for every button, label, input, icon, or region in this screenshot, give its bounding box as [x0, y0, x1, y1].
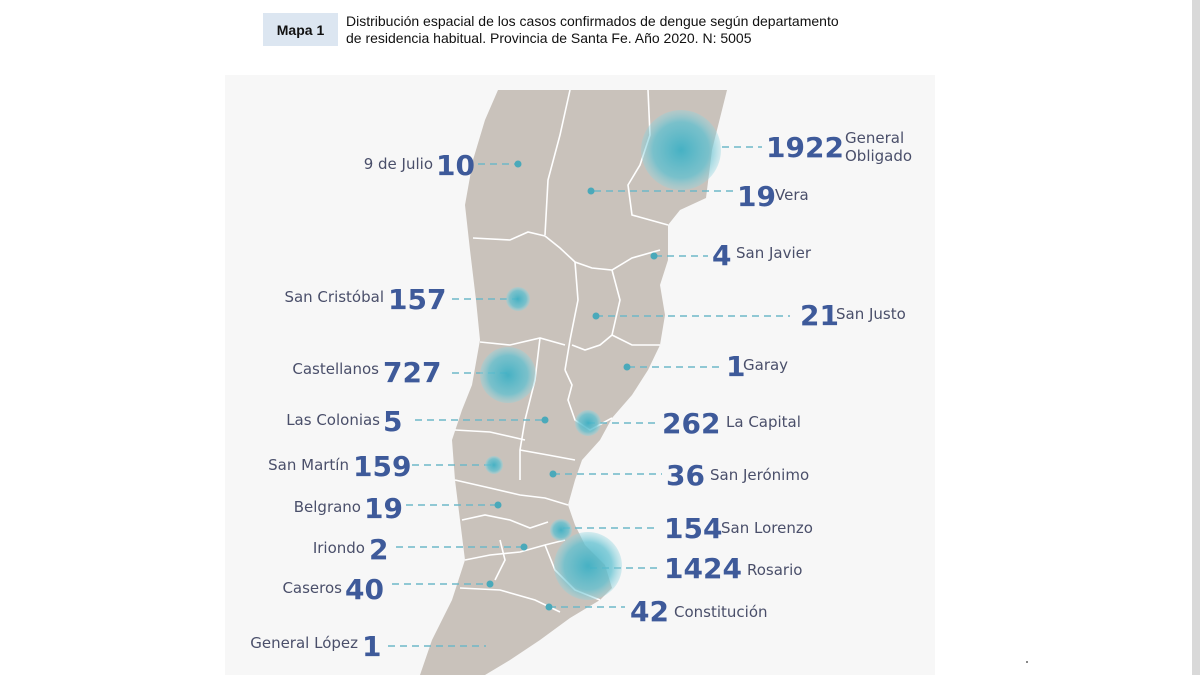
cases-caseros: 40 — [345, 573, 384, 606]
name-la-capital: La Capital — [726, 413, 801, 431]
map-caption: Distribución espacial de los casos confi… — [346, 13, 906, 47]
dot-iriondo — [520, 543, 528, 551]
dot-san-justo — [592, 312, 600, 320]
case-markers — [480, 110, 721, 611]
name-general-lopez: General López — [250, 634, 358, 652]
dot-belgrano — [494, 501, 502, 509]
name-san-cristobal: San Cristóbal — [284, 288, 384, 306]
bubble-general-obligado — [641, 110, 721, 190]
name-rosario: Rosario — [747, 561, 802, 579]
name-9-de-julio: 9 de Julio — [364, 155, 433, 173]
name-vera: Vera — [775, 186, 809, 204]
dot-garay — [623, 363, 631, 371]
name-castellanos: Castellanos — [292, 360, 379, 378]
leader-lines — [388, 146, 790, 647]
dot-las-colonias — [541, 416, 549, 424]
cases-san-jeronimo: 36 — [666, 459, 705, 492]
name-san-martin: San Martín — [268, 456, 349, 474]
name-san-jeronimo: San Jerónimo — [710, 466, 809, 484]
map-caption-line-1: Distribución espacial de los casos confi… — [346, 13, 839, 29]
map-caption-line-2: de residencia habitual. Provincia de San… — [346, 30, 752, 46]
name-constitucion: Constitución — [674, 603, 768, 621]
department-borders — [454, 89, 669, 613]
bubble-san-cristobal — [506, 287, 530, 311]
name-san-justo: San Justo — [836, 305, 906, 323]
cases-san-cristobal: 157 — [388, 283, 446, 316]
name-garay: Garay — [743, 356, 788, 374]
province-shape — [420, 90, 727, 675]
dot-san-javier — [650, 252, 658, 260]
bubble-la-capital — [575, 410, 601, 436]
cases-general-lopez: 1 — [362, 630, 381, 663]
cases-belgrano: 19 — [364, 492, 403, 525]
bubble-san-martin — [485, 456, 503, 474]
cases-garay: 1 — [726, 350, 745, 383]
cases-la-capital: 262 — [662, 407, 720, 440]
page-right-border — [1192, 0, 1200, 675]
cases-vera: 19 — [737, 180, 776, 213]
cases-san-martin: 159 — [353, 450, 411, 483]
corner-mark — [1026, 661, 1028, 663]
bubble-san-lorenzo — [550, 519, 572, 541]
dot-san-jeronimo — [549, 470, 557, 478]
cases-castellanos: 727 — [383, 356, 441, 389]
dot-caseros — [486, 580, 494, 588]
name-las-colonias: Las Colonias — [286, 411, 380, 429]
name-general-obligado-line2: Obligado — [845, 147, 912, 165]
dot-constitucion — [545, 603, 553, 611]
map-number-badge: Mapa 1 — [263, 13, 338, 46]
name-san-javier: San Javier — [736, 244, 812, 262]
name-san-lorenzo: San Lorenzo — [721, 519, 813, 537]
cases-general-obligado: 1922 — [766, 131, 844, 164]
dot-vera — [587, 187, 595, 195]
name-general-obligado-line1: General — [845, 129, 904, 147]
bubble-castellanos — [480, 347, 536, 403]
cases-constitucion: 42 — [630, 595, 669, 628]
cases-las-colonias: 5 — [383, 405, 402, 438]
cases-san-lorenzo: 154 — [664, 512, 722, 545]
bubble-rosario — [554, 532, 622, 600]
cases-san-javier: 4 — [712, 239, 731, 272]
name-belgrano: Belgrano — [294, 498, 361, 516]
cases-iriondo: 2 — [369, 533, 388, 566]
cases-san-justo: 21 — [800, 299, 839, 332]
dot-9-de-julio — [514, 160, 522, 168]
cases-9-de-julio: 10 — [436, 149, 475, 182]
cases-rosario: 1424 — [664, 552, 742, 585]
name-iriondo: Iriondo — [313, 539, 365, 557]
name-caseros: Caseros — [282, 579, 342, 597]
